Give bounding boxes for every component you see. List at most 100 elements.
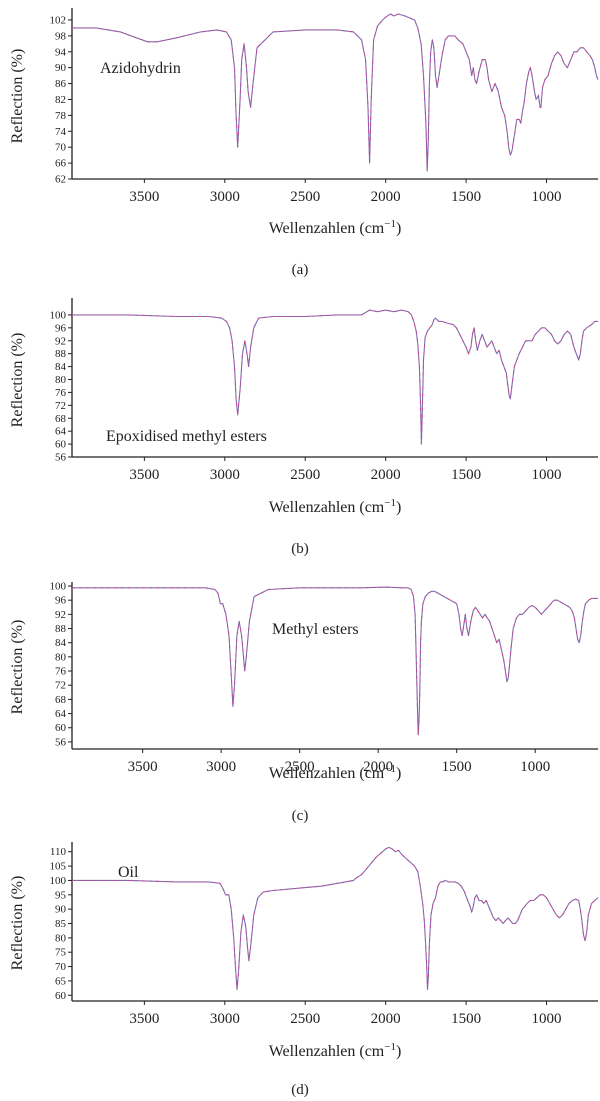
panel-c-x-tick-label: 1500 (442, 759, 472, 775)
panel-a-y-tick-label: 94 (55, 46, 67, 58)
panel-c-y-tick-label: 88 (55, 623, 67, 635)
panel-b-y-tick-label: 68 (55, 413, 67, 425)
panel-c-y-tick-label: 64 (55, 708, 67, 720)
panel-c-y-tick-label: 92 (55, 609, 66, 621)
panel-a-y-tick-label: 102 (50, 14, 67, 26)
panel-a-x-tick-label: 3500 (129, 189, 159, 205)
panel-d-y-tick-label: 100 (50, 875, 67, 887)
panel-c-x-tick-label: 2000 (363, 759, 393, 775)
panel-b-y-tick-label: 92 (55, 335, 66, 347)
panel-a-plot-area: 62 66 70 74 78 82 86 90 94 98 102 3500 3000 2500 2000 1… (50, 8, 599, 205)
panel-c-x-tick-label: 1000 (520, 759, 550, 775)
panel-c-y-tick-label: 84 (55, 637, 67, 649)
panel-d-x-axis-title: Wellenzahlen (cm−1) (269, 1041, 402, 1060)
panel-b-x-tick-label: 3500 (129, 467, 159, 483)
panel-d-plot-area: 60 65 70 75 80 85 90 95 100 105 110 3500 3000 2500 200… (50, 842, 599, 1027)
panel-a-x-axis-title: Wellenzahlen (cm−1) (269, 218, 402, 237)
panel-a-y-tick-label: 70 (55, 142, 67, 154)
panel-b-spectrum-line (72, 309, 598, 445)
panel-d-x-tick-label: 2000 (371, 1011, 401, 1027)
panel-d-x-tick-label: 1500 (451, 1011, 481, 1027)
panel-c: 56 60 64 68 72 76 80 84 88 92 96 100 3500 3000 2500 200… (9, 581, 598, 824)
panel-b-y-tick-label: 96 (55, 322, 67, 334)
panel-c-y-tick-label: 72 (55, 680, 66, 692)
panel-b-y-tick-label: 100 (50, 309, 67, 321)
panel-c-y-tick-label: 100 (50, 581, 67, 593)
panel-c-y-tick-label: 68 (55, 694, 67, 706)
panel-b-y-tick-label: 72 (55, 400, 66, 412)
panel-a-x-tick-label: 2500 (290, 189, 320, 205)
panel-d-x-tick-label: 3500 (129, 1011, 159, 1027)
panel-a-x-tick-label: 1000 (532, 189, 562, 205)
panel-d-spectrum-line (72, 846, 599, 991)
panel-c-x-tick-label: 3000 (206, 759, 236, 775)
panel-a-y-tick-label: 82 (55, 94, 66, 106)
panel-c-y-axis-title: Reflection (%) (9, 620, 26, 715)
panel-c-y-tick-label: 56 (55, 736, 67, 748)
panel-d-y-tick-label: 80 (55, 932, 67, 944)
panel-c-sample-label: Methyl esters (272, 621, 359, 638)
panel-b-y-tick-label: 64 (55, 426, 67, 438)
panel-b-y-axis-title: Reflection (%) (9, 333, 26, 428)
panel-b-x-tick-label: 2000 (371, 467, 401, 483)
panel-c-y-tick-label: 60 (55, 722, 67, 734)
panel-c-x-axis-title: Wellenzahlen (cm−1) (269, 763, 402, 782)
panel-a-y-tick-label: 90 (55, 62, 67, 74)
panel-c-y-tick-label: 96 (55, 595, 67, 607)
panel-b-y-tick-label: 56 (55, 452, 67, 464)
panel-b-x-tick-label: 1500 (451, 467, 481, 483)
panel-a-x-tick-label: 2000 (371, 189, 401, 205)
panel-c-spectrum-dash-overlay (72, 586, 598, 735)
panel-d-x-tick-label: 2500 (290, 1011, 320, 1027)
panel-a-x-tick-label: 1500 (451, 189, 481, 205)
panel-b-x-tick-label: 3000 (210, 467, 240, 483)
panel-b-y-tick-label: 84 (55, 361, 67, 373)
panel-a-y-tick-label: 98 (55, 30, 67, 42)
panel-d-y-tick-label: 95 (55, 889, 67, 901)
panel-d-x-tick-label: 1000 (532, 1011, 562, 1027)
panel-d-y-tick-label: 65 (55, 975, 67, 987)
panel-b-x-axis-title: Wellenzahlen (cm−1) (269, 497, 402, 516)
panel-c-x-tick-label: 2500 (285, 759, 315, 775)
panel-c-y-tick-label: 80 (55, 651, 67, 663)
panel-d-sample-label: Oil (118, 864, 139, 881)
panel-b-y-tick-label: 60 (55, 439, 67, 451)
panel-b-y-tick-label: 88 (55, 348, 67, 360)
panel-d-label: (d) (291, 1082, 309, 1098)
panel-a-y-axis-title: Reflection (%) (9, 49, 26, 144)
panel-d-y-tick-label: 70 (55, 961, 67, 973)
panel-a-y-tick-label: 78 (55, 110, 67, 122)
panel-a-x-tick-label: 3000 (210, 189, 240, 205)
panel-b-sample-label: Epoxidised methyl esters (106, 428, 267, 445)
panel-a: 62 66 70 74 78 82 86 90 94 98 102 3500 3000 2500 2000 1… (9, 8, 599, 278)
panel-d-y-tick-label: 110 (50, 846, 67, 858)
panel-b-y-tick-label: 76 (55, 387, 67, 399)
panel-d-y-tick-label: 90 (55, 904, 67, 916)
panel-a-y-tick-label: 66 (55, 158, 67, 170)
panel-a-spectrum-line (72, 13, 599, 172)
panel-d: 60 65 70 75 80 85 90 95 100 105 110 3500 3000 2500 200… (9, 842, 599, 1098)
panel-b-spectrum-dash-overlay (72, 309, 598, 445)
panel-c-label: (c) (292, 808, 309, 824)
panel-a-label: (a) (292, 262, 309, 278)
panel-b-y-tick-label: 80 (55, 374, 67, 386)
panel-c-y-tick-label: 76 (55, 666, 67, 678)
panel-a-sample-label: Azidohydrin (100, 60, 181, 77)
panel-a-spectrum-dash-overlay (72, 13, 599, 172)
panel-a-y-tick-label: 62 (55, 174, 66, 186)
panel-b-x-tick-label: 1000 (532, 467, 562, 483)
panel-b-x-tick-label: 2500 (290, 467, 320, 483)
panel-b-label: (b) (291, 541, 309, 557)
panel-c-spectrum-line (72, 586, 598, 736)
panel-d-y-tick-label: 105 (50, 861, 67, 873)
panel-d-y-tick-label: 85 (55, 918, 67, 930)
panel-c-x-tick-label: 3500 (128, 759, 158, 775)
panel-d-x-tick-label: 3000 (210, 1011, 240, 1027)
panel-d-y-tick-label: 75 (55, 947, 67, 959)
panel-c-plot-area: 56 60 64 68 72 76 80 84 88 92 96 100 3500 3000 2500 200… (50, 581, 598, 775)
panel-a-y-tick-label: 86 (55, 78, 67, 90)
panel-a-y-tick-label: 74 (55, 126, 67, 138)
